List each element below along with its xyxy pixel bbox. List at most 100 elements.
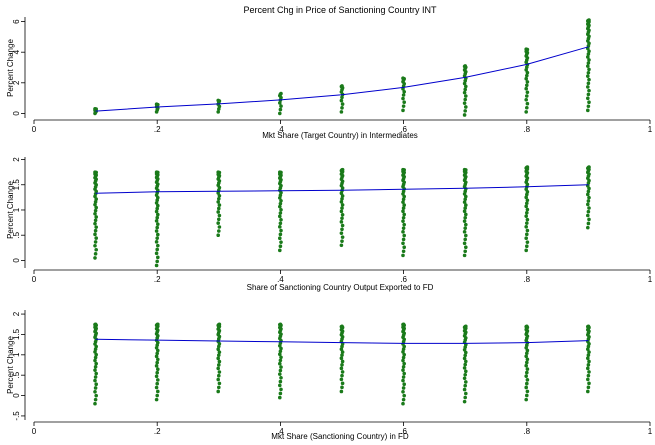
data-point [587, 359, 591, 364]
data-point [93, 322, 98, 327]
data-point [155, 370, 159, 375]
data-point [525, 240, 530, 244]
data-point [463, 197, 468, 202]
data-point [339, 98, 344, 103]
data-point [463, 362, 468, 367]
data-point [464, 203, 468, 207]
data-point [587, 58, 591, 62]
data-point [586, 324, 591, 329]
x-tick-label: 0 [32, 427, 37, 436]
data-point [216, 200, 220, 204]
data-point [154, 385, 159, 390]
data-point [401, 108, 405, 113]
data-point [279, 228, 283, 233]
data-point [156, 357, 160, 362]
data-point [587, 186, 591, 191]
data-point [217, 196, 221, 201]
data-point [279, 207, 283, 212]
data-point [217, 217, 221, 222]
data-point [155, 259, 159, 264]
data-point [524, 86, 528, 91]
data-point [464, 222, 468, 227]
y-tick-label: 0 [12, 111, 21, 116]
data-point [278, 349, 283, 354]
data-point [154, 364, 159, 368]
data-point [525, 207, 530, 212]
y-tick-label: 1.5 [12, 328, 21, 340]
data-point [94, 361, 98, 366]
data-point [464, 84, 468, 89]
data-point [463, 353, 468, 358]
data-point [402, 245, 407, 250]
data-point [464, 212, 468, 217]
data-point [154, 209, 159, 214]
data-point [401, 386, 406, 390]
y-axis-label: Percent Change [6, 181, 15, 239]
data-point [463, 206, 468, 210]
data-point [402, 361, 407, 366]
data-point [340, 381, 345, 386]
data-point [525, 217, 530, 222]
data-point [279, 365, 283, 369]
data-point [155, 393, 159, 398]
data-point [401, 200, 405, 204]
data-point [524, 225, 528, 229]
data-point [587, 165, 591, 169]
data-point [586, 221, 591, 226]
data-point [401, 226, 406, 230]
data-point [462, 167, 467, 172]
data-point [587, 217, 591, 222]
data-point [586, 366, 590, 371]
data-point [155, 206, 159, 211]
data-point [217, 373, 221, 378]
data-point [93, 200, 98, 204]
data-point [586, 373, 591, 378]
data-point [93, 208, 98, 213]
data-point [93, 251, 98, 256]
data-point [217, 322, 222, 327]
y-tick-label: 1 [12, 352, 21, 357]
data-point [93, 240, 98, 244]
data-point [525, 94, 529, 98]
data-point [586, 64, 590, 68]
data-point [279, 346, 283, 351]
data-point [402, 222, 407, 227]
data-point [154, 354, 159, 359]
data-point [278, 170, 282, 174]
data-point [525, 90, 530, 95]
data-point [279, 217, 283, 222]
data-point [586, 189, 591, 194]
data-point [401, 378, 405, 383]
data-point [340, 106, 344, 110]
data-point [525, 73, 529, 78]
y-tick-label: 2 [12, 157, 21, 162]
x-tick-label: 0 [32, 125, 37, 134]
data-point [525, 211, 529, 215]
data-point [401, 197, 406, 202]
data-point [401, 230, 405, 234]
data-point [94, 247, 98, 252]
data-point [401, 206, 406, 210]
data-point [154, 170, 159, 174]
data-point [462, 230, 467, 234]
data-point [339, 220, 344, 224]
data-point [340, 203, 345, 207]
data-point [401, 358, 405, 363]
data-point [525, 80, 530, 84]
plot-area: 0 2 4 6 0 .2 .4 .6 .8 1 [12, 17, 653, 134]
data-point [216, 356, 220, 361]
data-point [279, 355, 283, 360]
data-point [94, 393, 98, 398]
data-point [402, 352, 407, 357]
data-point [340, 350, 345, 354]
data-point [154, 219, 159, 223]
data-point [462, 241, 467, 246]
y-tick-label: 2 [12, 80, 21, 85]
data-point [156, 367, 160, 372]
y-tick-label: 1 [12, 207, 21, 212]
data-point [93, 221, 97, 226]
x-tick-label: 1 [648, 427, 653, 436]
x-tick-label: 1 [648, 125, 653, 134]
data-point [278, 244, 283, 249]
data-point [154, 229, 159, 233]
